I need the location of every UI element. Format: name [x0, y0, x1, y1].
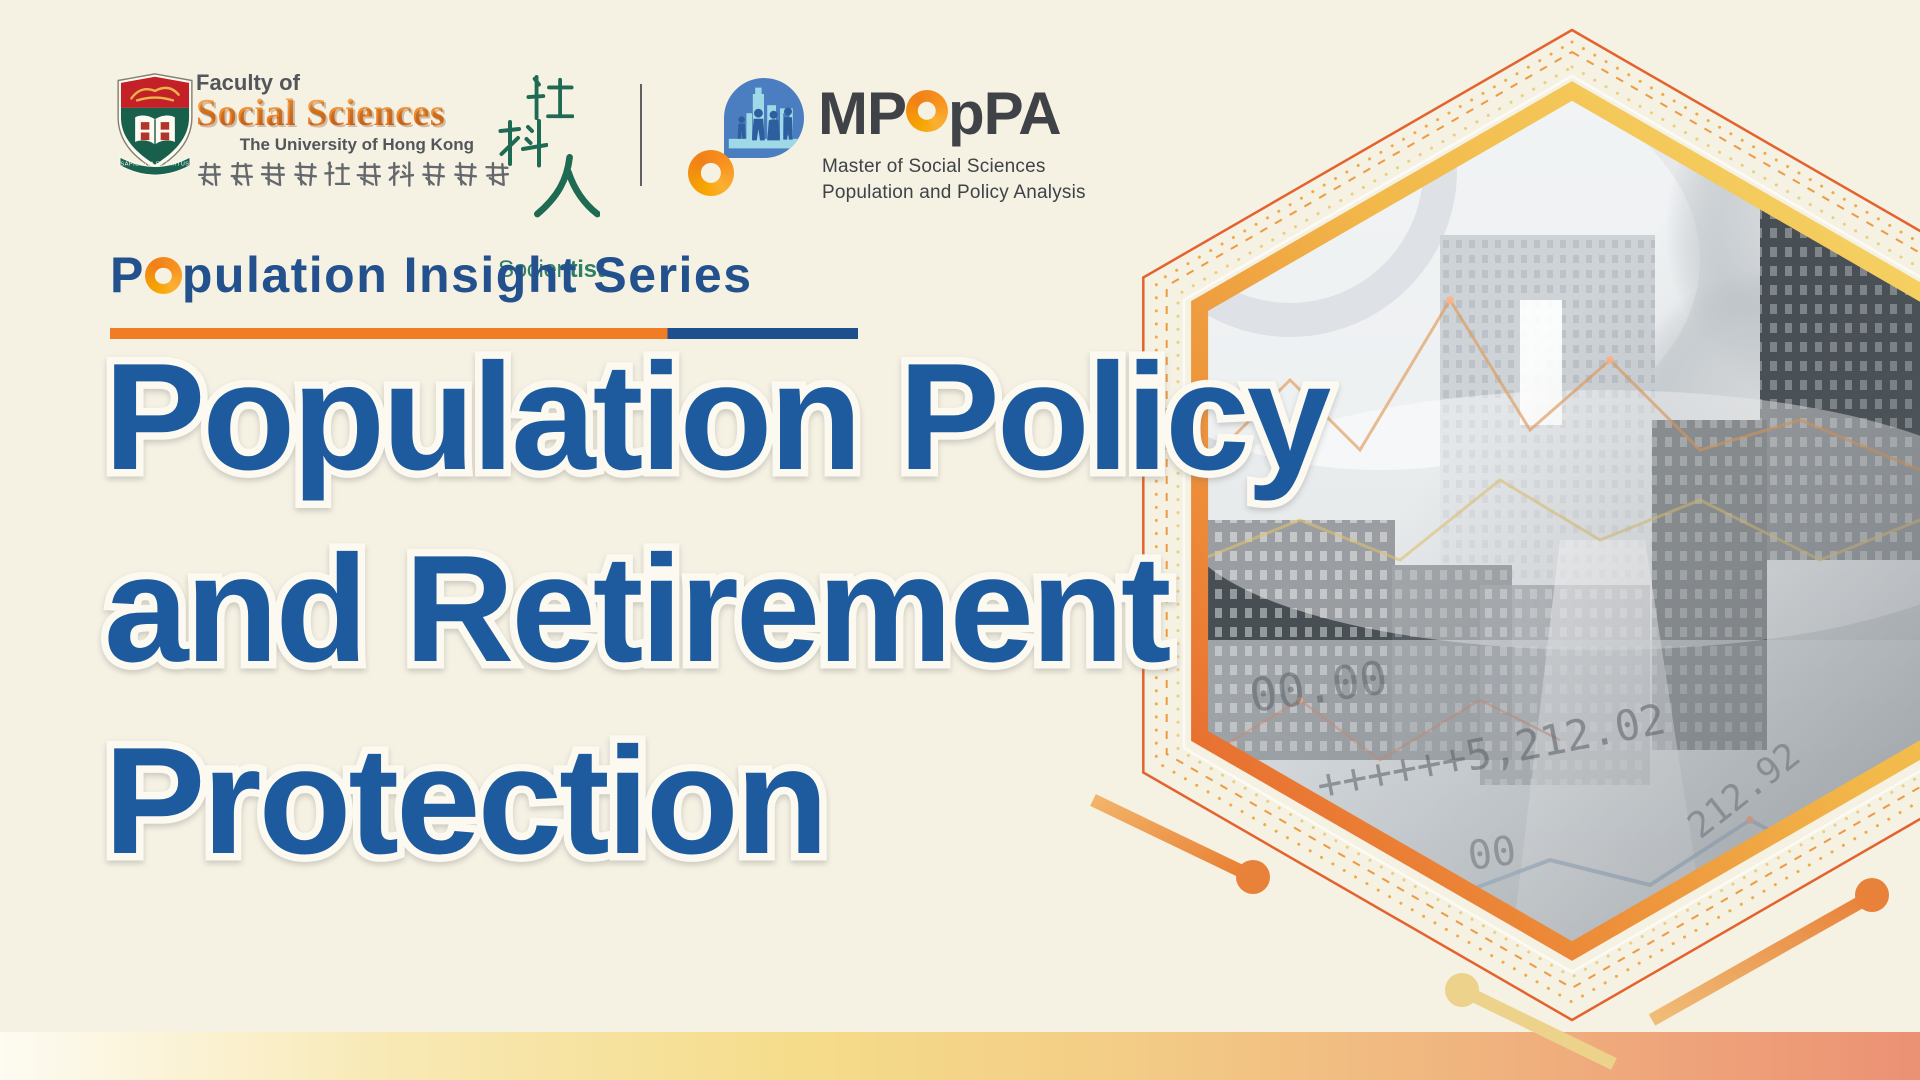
chinese-character [452, 161, 478, 187]
chinese-character [292, 161, 318, 187]
main-title-line3-outline: Protection [97, 716, 837, 886]
crest-motto: SAPIENTIA ET VIRTUS [120, 162, 189, 168]
chinese-character [228, 161, 254, 187]
mpoppa-bubble-icon [724, 78, 804, 158]
socientist-label: Socientist [498, 256, 605, 283]
hexagon-gradient-border [1191, 81, 1920, 961]
hku-crest-logo: SAPIENTIA ET VIRTUS [112, 72, 198, 176]
series-underline [110, 328, 858, 339]
mpoppa-subtitle-line2: Population and Policy Analysis [822, 182, 1086, 204]
chinese-character [356, 161, 382, 187]
hexagon-photo: 00.00 ++++++5,212.02 00 212.92 [1199, 91, 1920, 951]
socientist-label-bold: tist [569, 256, 605, 283]
series-prefix: P [110, 247, 145, 303]
chinese-character [484, 161, 510, 187]
faculty-name: Social Sciences [196, 93, 474, 134]
hku-wordmark: Faculty of Social Sciences The Universit… [196, 70, 510, 188]
socientist-character [498, 118, 549, 173]
socientist-character [526, 74, 575, 127]
socientist-character [534, 152, 601, 223]
chinese-character [420, 161, 446, 187]
people-silhouettes [737, 107, 793, 141]
university-chinese-name [196, 161, 510, 188]
series-suffix: pulation Insight Series [181, 247, 753, 303]
mpoppa-subtitle-line1: Master of Social Sciences [822, 156, 1046, 177]
main-title-line1-text: Population Policy [104, 332, 1331, 502]
socientist-label-regular: Socien [498, 256, 570, 283]
logo-divider [640, 84, 642, 186]
main-title-line2-outline: and Retirement [96, 524, 1178, 694]
mpoppa-subtitle: Master of Social Sciences Population and… [822, 154, 1086, 206]
main-title-line3-text: Protection [104, 716, 829, 886]
mpoppa-suffix: pPA [948, 80, 1062, 147]
hexagon-white-outline [1182, 74, 1920, 974]
chinese-character [260, 161, 286, 187]
socientist-logo [498, 74, 601, 218]
chinese-character [324, 161, 351, 187]
circuit-decorations [1090, 794, 1889, 1070]
mpoppa-o-ring-icon [906, 90, 948, 132]
university-name: The University of Hong Kong [239, 134, 474, 154]
main-title-line2-text: and Retirement [104, 524, 1171, 694]
mpoppa-prefix: MP [818, 80, 907, 147]
crest-book-characters [140, 122, 170, 141]
main-title-line1-outline: Population Policy [96, 332, 1338, 502]
main-title-line2: and Retirement and Retirement [96, 524, 1178, 694]
main-title-line3: Protection Protection [97, 716, 837, 886]
mpoppa-wordmark: MP pPA [818, 84, 1062, 144]
hexagon-thin-orange-outline [1142, 28, 1920, 1022]
chinese-character [388, 161, 415, 188]
faculty-of-label: Faculty of [196, 70, 300, 95]
mpoppa-ring-icon [688, 150, 734, 196]
chinese-character [196, 161, 222, 187]
main-title-line1: Population Policy Population Policy [96, 332, 1338, 502]
hexagon-dotted-outline-outer [1154, 40, 1920, 1004]
crest-lion [130, 86, 180, 102]
series-o-ring-icon [144, 257, 182, 294]
